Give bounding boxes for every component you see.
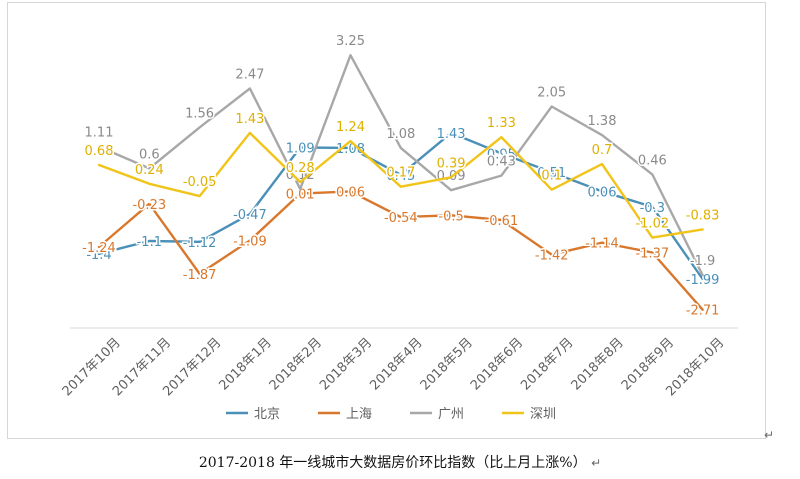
data-label: 1.11 xyxy=(85,126,114,141)
caption-text: 2017-2018 年一线城市大数据房价环比指数（比上月上涨%） xyxy=(198,455,587,471)
data-label: -1.02 xyxy=(635,217,669,232)
x-tick-label: 2018年3月 xyxy=(317,335,375,393)
data-label: 2.05 xyxy=(537,85,566,100)
data-label: 0.12 xyxy=(286,168,315,183)
data-label: 0.1 xyxy=(541,169,562,184)
data-label: -1.24 xyxy=(82,241,116,256)
caption-paragraph-mark: ↵ xyxy=(591,456,602,470)
paragraph-mark: ↵ xyxy=(764,428,775,442)
series-line-2 xyxy=(97,54,704,277)
chart-frame: -1.4 -1.1 -1.12 -0.47 1.09 1.08 0.45 1.43 0.95 0.… xyxy=(7,2,766,439)
data-label: 0.06 xyxy=(588,185,617,200)
data-label: 1.09 xyxy=(286,141,315,156)
x-tick-label: 2018年6月 xyxy=(468,335,526,393)
x-tick-label: 2018年7月 xyxy=(518,335,576,393)
data-label: -0.47 xyxy=(233,208,267,223)
x-tick-label: 2018年8月 xyxy=(569,335,627,393)
data-label: 0.68 xyxy=(85,144,114,159)
data-label: -1.4 xyxy=(86,248,111,263)
data-label: 0.24 xyxy=(135,163,164,178)
data-label: 0.7 xyxy=(592,143,613,158)
data-label: 1.38 xyxy=(588,114,617,129)
series-line-0 xyxy=(97,131,704,281)
data-label: 0.6 xyxy=(139,147,160,162)
series-line-1 xyxy=(97,190,704,311)
data-label: 0.28 xyxy=(286,161,315,176)
data-label: -1.42 xyxy=(535,249,569,264)
legend-label: 广州 xyxy=(438,407,464,422)
x-tick-label: 2018年4月 xyxy=(367,335,425,393)
data-label: -1.99 xyxy=(686,273,720,288)
data-label: 0.95 xyxy=(487,147,516,162)
data-label: 0.43 xyxy=(487,155,516,170)
legend-label: 深圳 xyxy=(530,407,556,422)
data-label: -1.37 xyxy=(635,246,669,261)
data-label: 0.39 xyxy=(437,156,466,171)
data-label: 1.24 xyxy=(336,120,365,135)
data-label: -0.54 xyxy=(384,211,418,226)
data-label: 2.47 xyxy=(235,68,264,83)
data-label: -0.61 xyxy=(485,214,519,229)
data-label: -2.71 xyxy=(686,304,720,319)
data-label: 1.33 xyxy=(487,116,516,131)
data-label: 1.43 xyxy=(437,127,466,142)
series-line-3 xyxy=(97,131,704,239)
data-label: -1.1 xyxy=(137,235,162,250)
legend-label: 上海 xyxy=(346,407,372,422)
data-label: -0.23 xyxy=(132,198,166,213)
data-label: -0.83 xyxy=(686,208,720,223)
x-tick-label: 2018年2月 xyxy=(267,335,325,393)
data-label: 0.06 xyxy=(336,185,365,200)
data-label: 0.51 xyxy=(537,166,566,181)
line-chart: -1.4-1.1 -1.12-0.471.09 1.080.451.430.950.… xyxy=(60,33,738,422)
data-label: 0.01 xyxy=(286,188,315,203)
data-label: -1.12 xyxy=(183,236,217,251)
data-label: 0.17 xyxy=(386,166,415,181)
data-label: -0.3 xyxy=(640,201,665,216)
chart-caption: 2017-2018 年一线城市大数据房价环比指数（比上月上涨%） ↵ xyxy=(0,452,800,472)
data-label: 1.56 xyxy=(185,106,214,121)
data-label: -0.5 xyxy=(438,209,463,224)
legend-label: 北京 xyxy=(254,407,280,422)
data-label: -1.87 xyxy=(183,268,217,283)
x-tick-label: 2018年5月 xyxy=(418,335,476,393)
data-label: -1.9 xyxy=(690,254,715,269)
data-label: 1.08 xyxy=(386,127,415,142)
x-tick-label: 2018年1月 xyxy=(216,335,274,393)
data-label: 1.43 xyxy=(235,112,264,127)
data-label: -0.05 xyxy=(183,175,217,190)
data-label: 3.25 xyxy=(336,34,365,49)
data-label: 0.46 xyxy=(638,153,667,168)
data-label: -1.09 xyxy=(233,235,267,250)
data-label: -1.14 xyxy=(585,237,619,252)
